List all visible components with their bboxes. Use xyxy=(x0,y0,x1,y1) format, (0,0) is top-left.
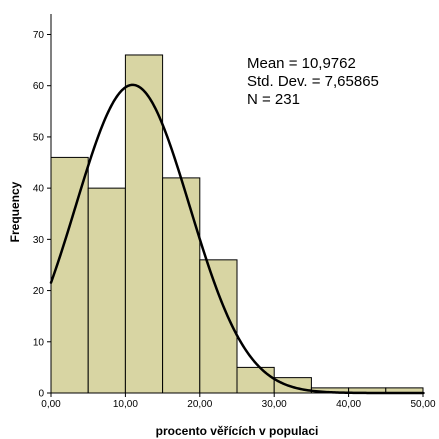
stats-line-1: Std. Dev. = 7,65865 xyxy=(247,73,379,90)
histogram-bar-1 xyxy=(87,187,126,394)
y-tick-label-5: 50 xyxy=(33,132,45,143)
y-axis-title: Frequency xyxy=(8,181,22,242)
histogram-bar-4 xyxy=(199,259,238,394)
axes-layer xyxy=(50,14,425,394)
x-axis-title: procento věřících v populaci xyxy=(156,424,319,438)
x-tick-label-2: 20,00 xyxy=(187,399,212,410)
bars-layer xyxy=(50,54,424,394)
y-tick-label-3: 30 xyxy=(33,235,45,246)
y-tick-label-2: 20 xyxy=(33,286,45,297)
y-tick-label-7: 70 xyxy=(33,30,45,41)
ticks-layer: 0 10 20 30 40 50 60 70 0,00 10,00 20,00 30,00 40,00 5… xyxy=(33,30,436,410)
histogram-bar-0 xyxy=(50,156,89,394)
y-tick-label-4: 40 xyxy=(33,184,45,195)
stats-line-2: N = 231 xyxy=(247,91,300,108)
x-tick-label-5: 50,00 xyxy=(410,399,435,410)
x-tick-label-1: 10,00 xyxy=(113,399,138,410)
x-tick-label-0: 0,00 xyxy=(41,399,61,410)
x-tick-label-4: 40,00 xyxy=(336,399,361,410)
x-tick-label-3: 30,00 xyxy=(262,399,287,410)
histogram-bar-5 xyxy=(236,366,275,394)
y-tick-label-0: 0 xyxy=(38,389,44,400)
y-tick-label-1: 10 xyxy=(33,337,45,348)
histogram-bar-2 xyxy=(124,54,164,394)
histogram-bar-3 xyxy=(162,177,201,394)
y-tick-label-6: 60 xyxy=(33,81,45,92)
stats-line-0: Mean = 10,9762 xyxy=(247,55,356,72)
